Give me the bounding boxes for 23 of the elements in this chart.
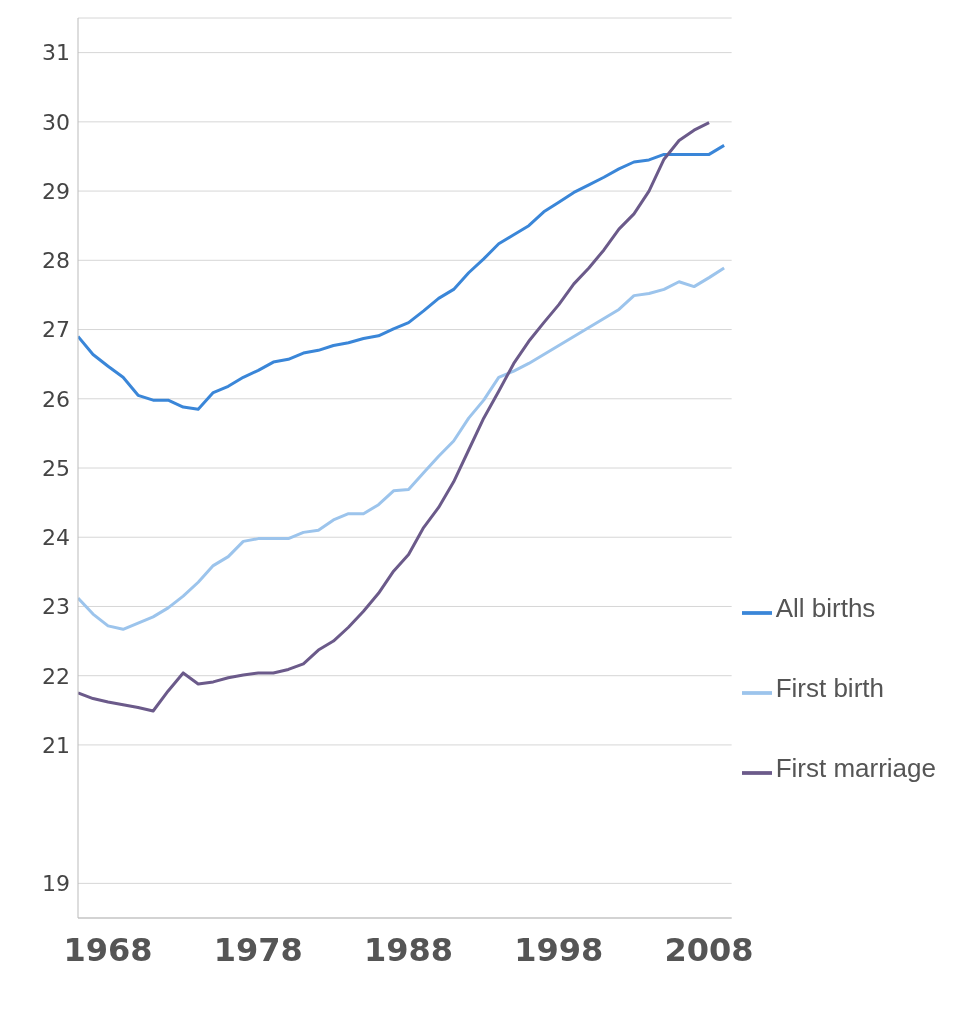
- x-tick-label: 1978: [213, 930, 303, 969]
- y-tick-label: 23: [42, 594, 70, 620]
- line-series: [78, 266, 726, 631]
- x-tick-label: 1968: [63, 930, 153, 969]
- x-tick-label: 1988: [364, 930, 454, 969]
- y-tick-label: 29: [42, 178, 70, 204]
- y-tick-label: 28: [42, 248, 70, 274]
- line-series: [78, 143, 726, 411]
- y-tick-label: 25: [42, 455, 70, 481]
- legend-label: All births: [775, 593, 876, 623]
- legend-label: First birth: [775, 673, 884, 703]
- y-tick-label: 30: [42, 109, 70, 135]
- y-tick-label: 22: [42, 663, 70, 689]
- y-tick-label: 24: [42, 525, 70, 551]
- y-tick-label: 21: [42, 732, 70, 758]
- legend-label: First marriage: [775, 753, 936, 783]
- x-tick-label: 1998: [514, 930, 604, 969]
- y-tick-label: 19: [42, 871, 70, 897]
- y-tick-label: 31: [42, 40, 70, 66]
- x-tick-label: 2008: [664, 930, 754, 969]
- y-tick-label: 27: [42, 317, 70, 343]
- y-tick-label: 26: [42, 386, 70, 412]
- line-series: [78, 121, 711, 713]
